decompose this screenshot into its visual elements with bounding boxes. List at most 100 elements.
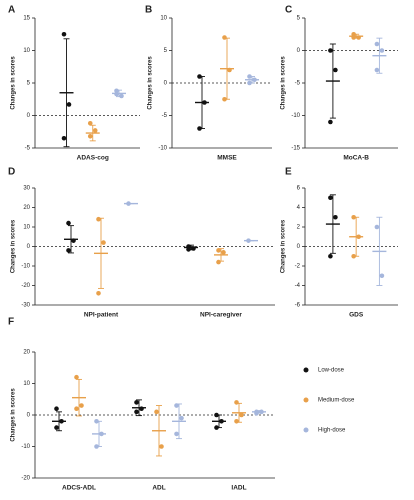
data-point xyxy=(333,214,338,220)
data-point xyxy=(247,74,252,79)
data-point xyxy=(351,31,356,37)
legend-label: Low-dose xyxy=(318,368,345,374)
data-point xyxy=(66,220,71,226)
data-point xyxy=(214,425,219,430)
data-point xyxy=(92,128,98,133)
data-point xyxy=(61,31,67,37)
y-tick-label: -10 xyxy=(291,113,300,119)
y-tick-label: -2 xyxy=(295,264,301,270)
y-tick-label: 15 xyxy=(23,16,30,22)
x-tick-label: ADCS-ADL xyxy=(62,485,96,492)
x-tick-label: ADL xyxy=(152,485,165,492)
y-tick-label: 6 xyxy=(297,186,301,192)
data-point xyxy=(234,400,239,405)
data-point xyxy=(239,412,244,418)
data-point xyxy=(66,102,72,107)
y-tick-label: 0 xyxy=(27,413,31,419)
y-tick-label: 20 xyxy=(23,205,30,211)
data-point xyxy=(252,77,257,83)
x-tick-label: MMSE xyxy=(217,155,237,162)
data-point xyxy=(216,248,221,253)
x-tick-label: NPI-caregiver xyxy=(200,312,242,319)
y-tick-label: 0 xyxy=(297,244,301,250)
y-tick-label: 5 xyxy=(164,48,168,54)
panel-label: F xyxy=(8,317,14,328)
panel-label: D xyxy=(8,167,15,178)
y-tick-label: 10 xyxy=(23,225,30,231)
y-tick-label: 2 xyxy=(297,225,301,231)
data-point xyxy=(186,247,191,252)
data-point xyxy=(79,403,84,408)
legend-label: Medium-dose xyxy=(318,398,355,404)
panel-label: B xyxy=(145,5,152,16)
data-point xyxy=(214,412,219,418)
data-point xyxy=(379,48,385,53)
data-point xyxy=(159,444,164,449)
data-point xyxy=(74,374,79,380)
data-point xyxy=(333,67,338,73)
data-point xyxy=(139,406,144,412)
data-point xyxy=(351,253,356,259)
data-point xyxy=(246,238,251,243)
data-point xyxy=(119,93,124,99)
data-point xyxy=(134,409,139,415)
y-tick-label: -5 xyxy=(25,146,31,152)
y-tick-label: -30 xyxy=(21,303,30,309)
y-tick-label: 0 xyxy=(164,81,168,87)
data-point xyxy=(328,253,333,259)
data-point xyxy=(154,409,159,415)
y-axis-label: Changes in scores xyxy=(281,219,287,273)
y-tick-label: 4 xyxy=(297,205,301,211)
y-axis-label: Changes in scores xyxy=(11,388,17,442)
y-tick-label: 10 xyxy=(23,381,30,387)
legend-marker xyxy=(303,427,309,433)
y-axis-label: Changes in scores xyxy=(11,56,17,110)
data-point xyxy=(126,201,131,206)
data-point xyxy=(134,400,139,405)
y-tick-label: -15 xyxy=(291,146,300,152)
y-tick-label: 20 xyxy=(23,350,30,356)
data-point xyxy=(328,195,333,201)
y-tick-label: -10 xyxy=(21,264,30,270)
data-point xyxy=(114,88,119,94)
data-point xyxy=(61,135,67,141)
y-tick-label: -4 xyxy=(295,283,301,289)
data-point xyxy=(202,100,207,105)
data-point xyxy=(197,74,202,79)
data-point xyxy=(191,246,196,251)
data-point xyxy=(66,248,71,253)
legend-label: High-dose xyxy=(318,428,346,434)
y-tick-label: 10 xyxy=(160,16,167,22)
data-point xyxy=(351,35,356,40)
y-tick-label: 5 xyxy=(297,16,301,22)
y-tick-label: -10 xyxy=(21,444,30,450)
y-tick-label: 0 xyxy=(297,48,301,54)
data-point xyxy=(54,406,59,412)
data-point xyxy=(351,214,356,220)
data-point xyxy=(259,409,264,415)
data-point xyxy=(374,41,380,47)
data-point xyxy=(74,406,79,412)
data-point xyxy=(174,431,179,437)
data-point xyxy=(87,134,93,139)
panel-label: A xyxy=(8,5,15,16)
legend-marker xyxy=(303,367,309,373)
y-tick-label: -20 xyxy=(21,283,30,289)
data-point xyxy=(54,425,59,430)
x-tick-label: ADAS-cog xyxy=(77,155,109,162)
y-tick-label: -6 xyxy=(295,303,301,309)
data-point xyxy=(216,259,221,265)
data-point xyxy=(356,234,361,240)
data-point xyxy=(114,91,119,97)
y-tick-label: -5 xyxy=(162,113,168,119)
x-tick-label: IADL xyxy=(231,485,246,492)
data-point xyxy=(379,273,385,279)
data-point xyxy=(96,291,101,296)
panel-label: E xyxy=(285,167,292,178)
y-tick-label: -5 xyxy=(295,81,301,87)
legend-marker xyxy=(303,397,309,403)
y-tick-label: 5 xyxy=(27,81,31,87)
data-point xyxy=(374,67,380,73)
data-point xyxy=(328,48,333,53)
